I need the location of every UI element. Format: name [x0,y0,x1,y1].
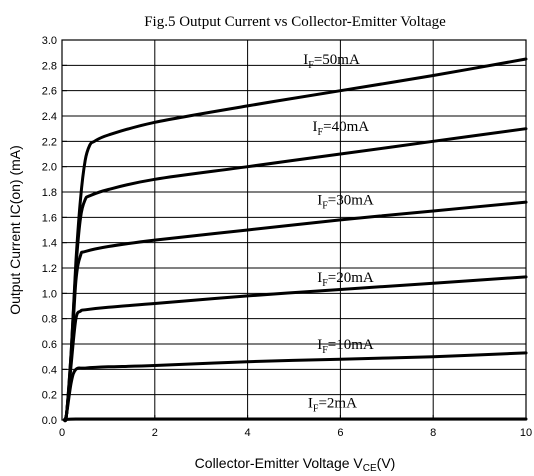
x-tick-label: 10 [520,427,532,439]
series-label-main: I [313,119,318,135]
y-tick-label: 1.8 [42,187,57,199]
series-label-5: IF=2mA [308,395,357,414]
series-curve-2 [62,200,528,422]
series-label-value: =10mA [328,337,374,353]
series-curve-1 [62,127,528,423]
series-curve-5 [62,417,528,422]
y-tick-label: 2.0 [42,162,57,174]
y-tick-label: 0.0 [42,415,57,427]
series-label-3: IF=20mA [317,270,374,289]
series-label-1: IF=40mA [313,119,370,138]
y-tick-label: 1.2 [42,263,57,275]
y-tick-label: 2.6 [42,86,57,98]
series-label-value: =30mA [328,193,374,209]
series-label-subscript: F [313,403,319,414]
series-label-value: =50mA [314,52,360,68]
y-tick-label: 2.4 [42,111,57,123]
y-tick-label: 1.0 [42,288,57,300]
x-tick-label: 4 [245,427,251,439]
series-label-value: =40mA [323,119,369,135]
x-tick-label: 6 [337,427,343,439]
series-label-main: I [317,337,322,353]
series-label-subscript: F [318,127,324,138]
y-tick-label: 1.6 [42,212,57,224]
x-tick-label: 8 [430,427,436,439]
x-axis-label-main: Collector-Emitter Voltage V [195,455,364,471]
series-curve-3 [62,275,528,422]
x-tick-label: 0 [59,427,65,439]
series-label-2: IF=30mA [317,193,374,212]
series-label-4: IF=10mA [317,337,374,356]
series-labels: IF=50mAIF=40mAIF=30mAIF=20mAIF=10mAIF=2m… [303,52,374,414]
x-axis-label-subscript: CE [363,463,377,474]
y-tick-label: 1.4 [42,238,57,250]
grid [62,40,526,420]
series-label-main: I [303,52,308,68]
series-label-subscript: F [322,201,328,212]
series-label-subscript: F [322,278,328,289]
series-label-value: =20mA [328,270,374,286]
y-axis-label: Output Current IC(on) (mA) [7,145,23,315]
plot-frame [61,39,527,421]
y-tick-label: 0.4 [42,364,57,376]
series-label-subscript: F [308,60,314,71]
x-axis-label-unit: (V) [377,455,396,471]
series-curve-4 [62,351,528,422]
series-label-main: I [317,193,322,209]
y-tick-label: 2.2 [42,136,57,148]
y-tick-label: 3.0 [42,35,57,47]
series-label-main: I [308,395,313,411]
y-tick-label: 0.6 [42,339,57,351]
y-axis-ticks: 0.0 0.2 0.4 0.6 0.8 1.0 1.2 1.4 1.6 1.8 2.0 2.2 2.4 2… [42,35,67,427]
series-label-value: =2mA [318,395,357,411]
x-axis-label: Collector-Emitter Voltage VCE(V) [195,455,396,474]
chart-title: Fig.5 Output Current vs Collector-Emitte… [144,14,446,30]
y-tick-label: 2.8 [42,60,57,72]
series-label-0: IF=50mA [303,52,360,71]
y-tick-label: 0.8 [42,314,57,326]
series-curves [62,57,528,423]
x-tick-label: 2 [152,427,158,439]
series-label-subscript: F [322,345,328,356]
series-label-main: I [317,270,322,286]
y-tick-label: 0.2 [42,390,57,402]
